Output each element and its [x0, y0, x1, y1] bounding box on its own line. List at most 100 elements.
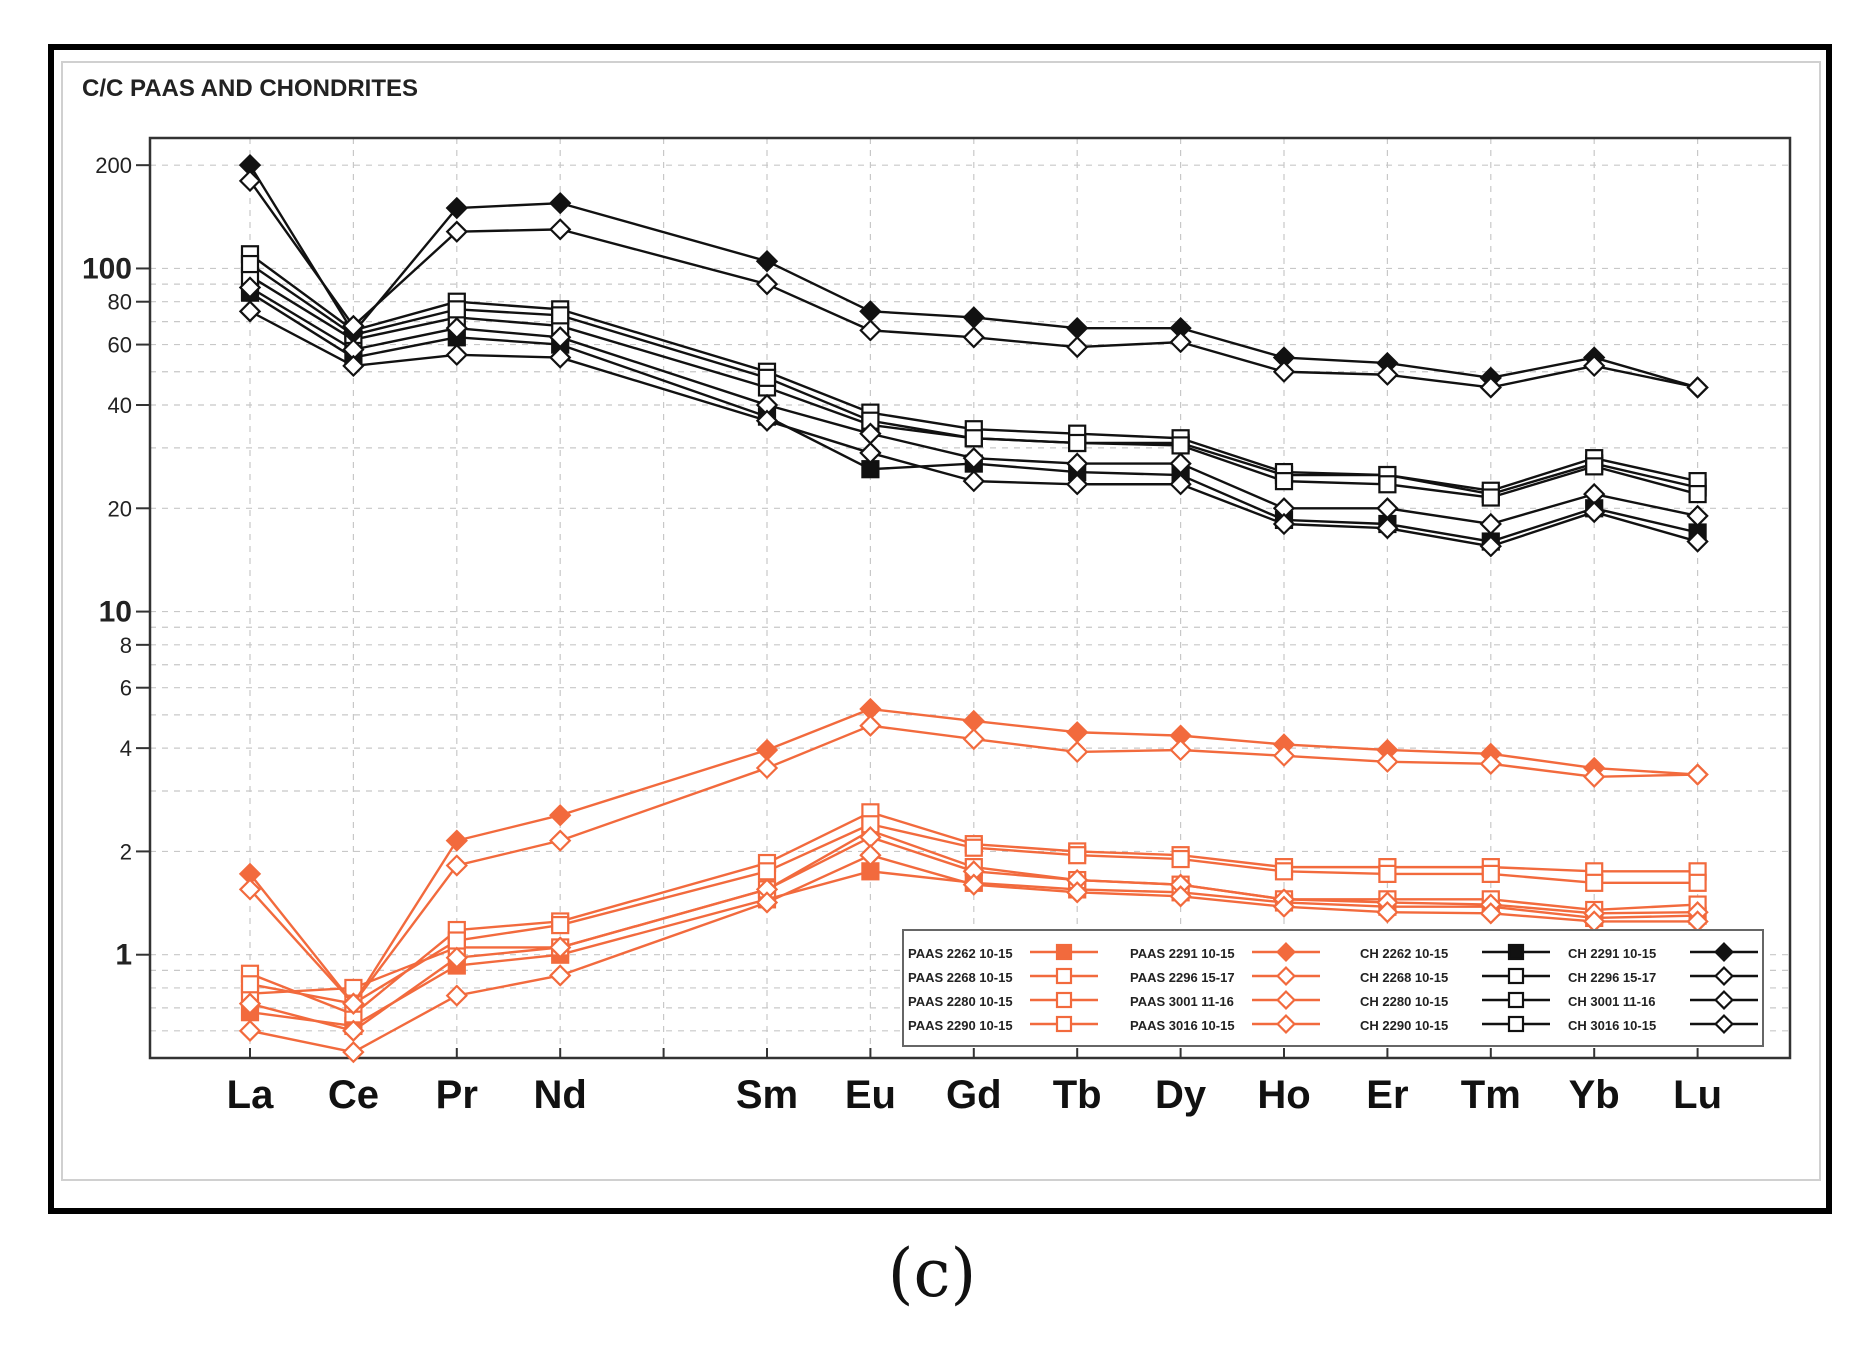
data-point	[549, 218, 572, 241]
legend-label: CH 2290 10-15	[1360, 1018, 1448, 1033]
data-point	[1066, 473, 1089, 496]
data-point	[962, 873, 985, 896]
data-point	[1274, 472, 1294, 491]
data-point	[859, 844, 882, 867]
series-line	[249, 829, 1698, 995]
data-point	[549, 191, 572, 215]
data-point	[755, 250, 779, 273]
legend-label: PAAS 3001 11-16	[1130, 994, 1234, 1009]
x-tick-label: Pr	[436, 1073, 478, 1117]
series-line	[249, 823, 1698, 1005]
data-point	[757, 862, 777, 881]
series-line	[249, 707, 1698, 1005]
y-tick-label: 8	[120, 633, 132, 658]
data-point	[1272, 360, 1296, 383]
data-point	[447, 300, 466, 319]
x-tick-label: Yb	[1569, 1073, 1620, 1117]
data-point	[1378, 864, 1397, 883]
panel-caption: (c)	[887, 1235, 977, 1312]
data-point	[859, 714, 882, 737]
series-ch-3016-10-15	[238, 169, 1709, 399]
x-tick-label: Tm	[1461, 1073, 1521, 1117]
data-point	[962, 469, 985, 493]
data-point	[342, 1019, 365, 1042]
data-point	[962, 727, 985, 751]
legend-box	[902, 929, 1764, 1047]
y-tick-label: 6	[120, 676, 132, 701]
data-point	[859, 441, 882, 465]
data-point	[1585, 873, 1604, 892]
x-tick-label: Tb	[1053, 1073, 1102, 1117]
y-tick-label: 40	[108, 393, 132, 418]
data-point	[962, 326, 985, 349]
data-point	[551, 306, 570, 325]
legend-label: CH 2268 10-15	[1360, 970, 1448, 985]
data-point	[1068, 846, 1087, 865]
data-point	[755, 409, 779, 432]
data-point	[1481, 488, 1500, 507]
data-point	[1276, 942, 1296, 962]
data-point	[859, 300, 882, 323]
series-line	[249, 180, 1698, 389]
series-line	[249, 870, 1698, 1028]
data-point	[551, 915, 570, 935]
series-line	[249, 263, 1698, 499]
series-ch-3001-11-16	[238, 300, 1709, 558]
series-line	[249, 811, 1698, 1016]
data-point	[1507, 1015, 1525, 1033]
data-point	[1686, 530, 1709, 553]
legend-label: CH 2296 15-17	[1568, 970, 1656, 985]
series-line	[249, 836, 1698, 1033]
data-point	[342, 314, 365, 338]
data-point	[1583, 354, 1606, 378]
data-point	[1585, 457, 1604, 476]
data-point	[757, 368, 777, 387]
data-point	[445, 946, 468, 969]
data-point	[342, 1040, 365, 1064]
data-point	[1376, 750, 1399, 773]
y-tick-label: 10	[99, 596, 132, 629]
data-point	[445, 343, 468, 367]
chart-title: C/C PAAS AND CHONDRITES	[82, 75, 418, 102]
plot-frame	[148, 136, 1792, 1060]
data-point	[859, 319, 882, 342]
data-point	[1714, 990, 1734, 1010]
legend-label: CH 2262 10-15	[1360, 946, 1448, 961]
data-point	[238, 169, 262, 193]
y-tick-label: 4	[120, 736, 132, 761]
data-point	[240, 254, 260, 274]
x-tick-label: La	[227, 1073, 274, 1117]
data-point	[238, 992, 262, 1015]
data-point	[962, 446, 985, 470]
data-point	[1378, 475, 1397, 494]
data-point	[1066, 335, 1089, 359]
data-point	[755, 756, 779, 780]
x-tick-label: Dy	[1155, 1073, 1207, 1117]
legend-label: PAAS 2291 10-15	[1130, 946, 1235, 961]
data-point	[1479, 902, 1502, 925]
series-paas-2296-15-17	[238, 826, 1709, 1042]
data-point	[1276, 1014, 1296, 1034]
data-point	[549, 346, 572, 369]
legend-label: CH 3001 11-16	[1568, 994, 1655, 1009]
data-point	[1066, 316, 1089, 340]
series-line	[248, 164, 1698, 389]
data-point	[1583, 500, 1606, 524]
data-point	[962, 306, 985, 329]
data-point	[447, 931, 466, 950]
data-point	[238, 300, 262, 323]
data-point	[240, 975, 260, 994]
x-tick-label: Ce	[328, 1073, 379, 1117]
data-point	[1479, 535, 1502, 558]
series-line	[249, 724, 1698, 1005]
legend: PAAS 2262 10-15 PAAS 2268 10-15 PAAS 2280 …	[902, 929, 1764, 1047]
data-point	[1169, 330, 1192, 354]
legend-label: CH 2280 10-15	[1360, 994, 1448, 1009]
data-point	[1714, 1014, 1734, 1034]
data-point	[1507, 943, 1525, 961]
legend-label: PAAS 2262 10-15	[908, 946, 1013, 961]
data-point	[1376, 901, 1399, 924]
series-line	[249, 253, 1698, 492]
data-point	[1274, 862, 1294, 881]
data-point	[238, 878, 262, 901]
